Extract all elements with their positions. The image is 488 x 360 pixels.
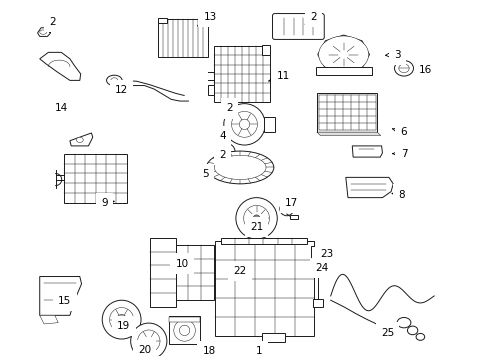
Bar bbox=[207, 85, 214, 95]
Bar bbox=[221, 238, 306, 244]
Bar bbox=[311, 246, 324, 274]
Ellipse shape bbox=[253, 215, 260, 222]
Text: 5: 5 bbox=[202, 169, 210, 179]
Bar bbox=[264, 117, 274, 132]
Bar bbox=[158, 18, 166, 23]
Text: 7: 7 bbox=[392, 149, 407, 159]
Ellipse shape bbox=[219, 144, 235, 159]
Polygon shape bbox=[70, 133, 93, 146]
Ellipse shape bbox=[130, 323, 166, 359]
Polygon shape bbox=[175, 245, 214, 300]
Ellipse shape bbox=[179, 325, 189, 336]
Ellipse shape bbox=[318, 36, 368, 73]
Ellipse shape bbox=[415, 333, 424, 340]
Text: 24: 24 bbox=[315, 263, 328, 273]
Ellipse shape bbox=[396, 318, 410, 328]
Bar bbox=[289, 215, 297, 219]
Ellipse shape bbox=[109, 307, 133, 332]
Text: 2: 2 bbox=[225, 103, 232, 113]
Text: 12: 12 bbox=[115, 85, 128, 95]
Text: 3: 3 bbox=[385, 50, 400, 59]
Text: 22: 22 bbox=[233, 266, 246, 276]
Text: 2: 2 bbox=[218, 149, 225, 159]
Bar bbox=[318, 95, 375, 130]
Text: 19: 19 bbox=[117, 321, 130, 331]
Ellipse shape bbox=[206, 151, 273, 184]
Text: 21: 21 bbox=[249, 222, 263, 232]
Text: 8: 8 bbox=[391, 190, 405, 199]
Bar bbox=[315, 67, 371, 75]
Text: 14: 14 bbox=[55, 103, 68, 113]
Polygon shape bbox=[149, 238, 175, 307]
Ellipse shape bbox=[231, 111, 257, 137]
Text: 17: 17 bbox=[285, 198, 298, 208]
Ellipse shape bbox=[173, 320, 195, 341]
Polygon shape bbox=[351, 146, 382, 157]
Polygon shape bbox=[316, 132, 380, 136]
Polygon shape bbox=[38, 28, 50, 36]
Ellipse shape bbox=[40, 30, 46, 34]
Ellipse shape bbox=[239, 119, 249, 130]
Polygon shape bbox=[317, 35, 369, 74]
Ellipse shape bbox=[102, 300, 141, 339]
Ellipse shape bbox=[214, 156, 265, 180]
Ellipse shape bbox=[76, 137, 83, 143]
Ellipse shape bbox=[235, 198, 277, 239]
Text: 2: 2 bbox=[305, 12, 316, 24]
Ellipse shape bbox=[116, 315, 126, 325]
Polygon shape bbox=[40, 276, 81, 315]
Polygon shape bbox=[40, 315, 58, 324]
Bar bbox=[214, 46, 270, 102]
Text: 11: 11 bbox=[268, 71, 289, 81]
Ellipse shape bbox=[137, 330, 160, 352]
Text: 4: 4 bbox=[219, 131, 227, 141]
Bar bbox=[261, 333, 285, 342]
Text: 2: 2 bbox=[49, 17, 56, 32]
Ellipse shape bbox=[243, 206, 269, 231]
Text: 16: 16 bbox=[418, 66, 431, 76]
Bar bbox=[199, 18, 207, 23]
Ellipse shape bbox=[111, 78, 118, 83]
Text: 9: 9 bbox=[101, 198, 114, 208]
Bar bbox=[316, 93, 377, 132]
Text: 20: 20 bbox=[138, 345, 151, 355]
Text: 6: 6 bbox=[392, 127, 407, 137]
Ellipse shape bbox=[398, 64, 408, 73]
Ellipse shape bbox=[328, 42, 358, 67]
Bar bbox=[215, 241, 314, 336]
Bar bbox=[158, 19, 207, 57]
Polygon shape bbox=[345, 177, 392, 198]
Text: 13: 13 bbox=[197, 12, 216, 26]
Text: 1: 1 bbox=[256, 346, 263, 356]
Bar bbox=[313, 299, 322, 307]
Bar bbox=[64, 154, 126, 203]
Ellipse shape bbox=[407, 326, 417, 335]
Text: 18: 18 bbox=[202, 346, 215, 356]
Text: 25: 25 bbox=[380, 328, 393, 338]
Ellipse shape bbox=[106, 75, 122, 86]
Ellipse shape bbox=[224, 104, 264, 145]
Bar bbox=[169, 316, 200, 344]
FancyBboxPatch shape bbox=[272, 14, 324, 40]
Ellipse shape bbox=[224, 148, 230, 155]
Text: 10: 10 bbox=[175, 258, 188, 269]
Bar bbox=[261, 45, 269, 54]
Ellipse shape bbox=[394, 60, 413, 76]
Ellipse shape bbox=[279, 202, 293, 216]
Bar bbox=[169, 316, 200, 322]
Polygon shape bbox=[40, 52, 81, 80]
Text: 15: 15 bbox=[58, 296, 71, 306]
Text: 23: 23 bbox=[319, 249, 332, 259]
